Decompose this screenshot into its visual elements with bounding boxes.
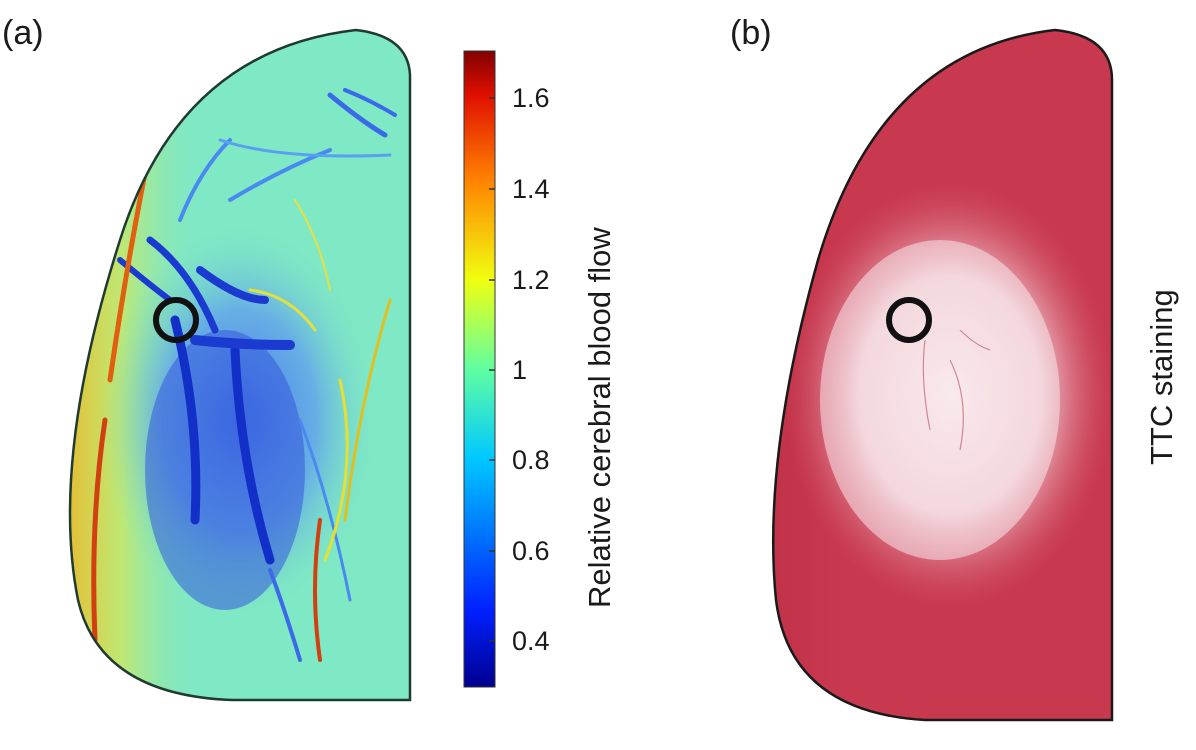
colorbar bbox=[463, 50, 496, 688]
colorbar-tick-label: 1.6 bbox=[512, 83, 550, 113]
panel-b-label: (b) bbox=[730, 14, 772, 52]
colorbar-tick-label: 0.8 bbox=[512, 445, 550, 475]
panel-a-label: (a) bbox=[2, 14, 44, 52]
colorbar-tick-marks bbox=[489, 97, 495, 642]
perfusion-map bbox=[70, 30, 410, 700]
colorbar-tick-label: 1.2 bbox=[512, 265, 550, 295]
colorbar-tick-label: 0.6 bbox=[512, 536, 550, 566]
ttc-staining-label: TTC staining bbox=[1144, 289, 1179, 465]
colorbar-tick-label: 0.4 bbox=[512, 626, 550, 656]
roi-marker-b bbox=[886, 297, 932, 343]
colorbar-tick-label: 1.4 bbox=[512, 174, 550, 204]
roi-marker-a bbox=[153, 297, 199, 343]
ttc-slice bbox=[773, 30, 1112, 720]
colorbar-tick-label: 1 bbox=[512, 355, 528, 385]
colorbar-title: Relative cerebral blood flow bbox=[582, 227, 617, 608]
